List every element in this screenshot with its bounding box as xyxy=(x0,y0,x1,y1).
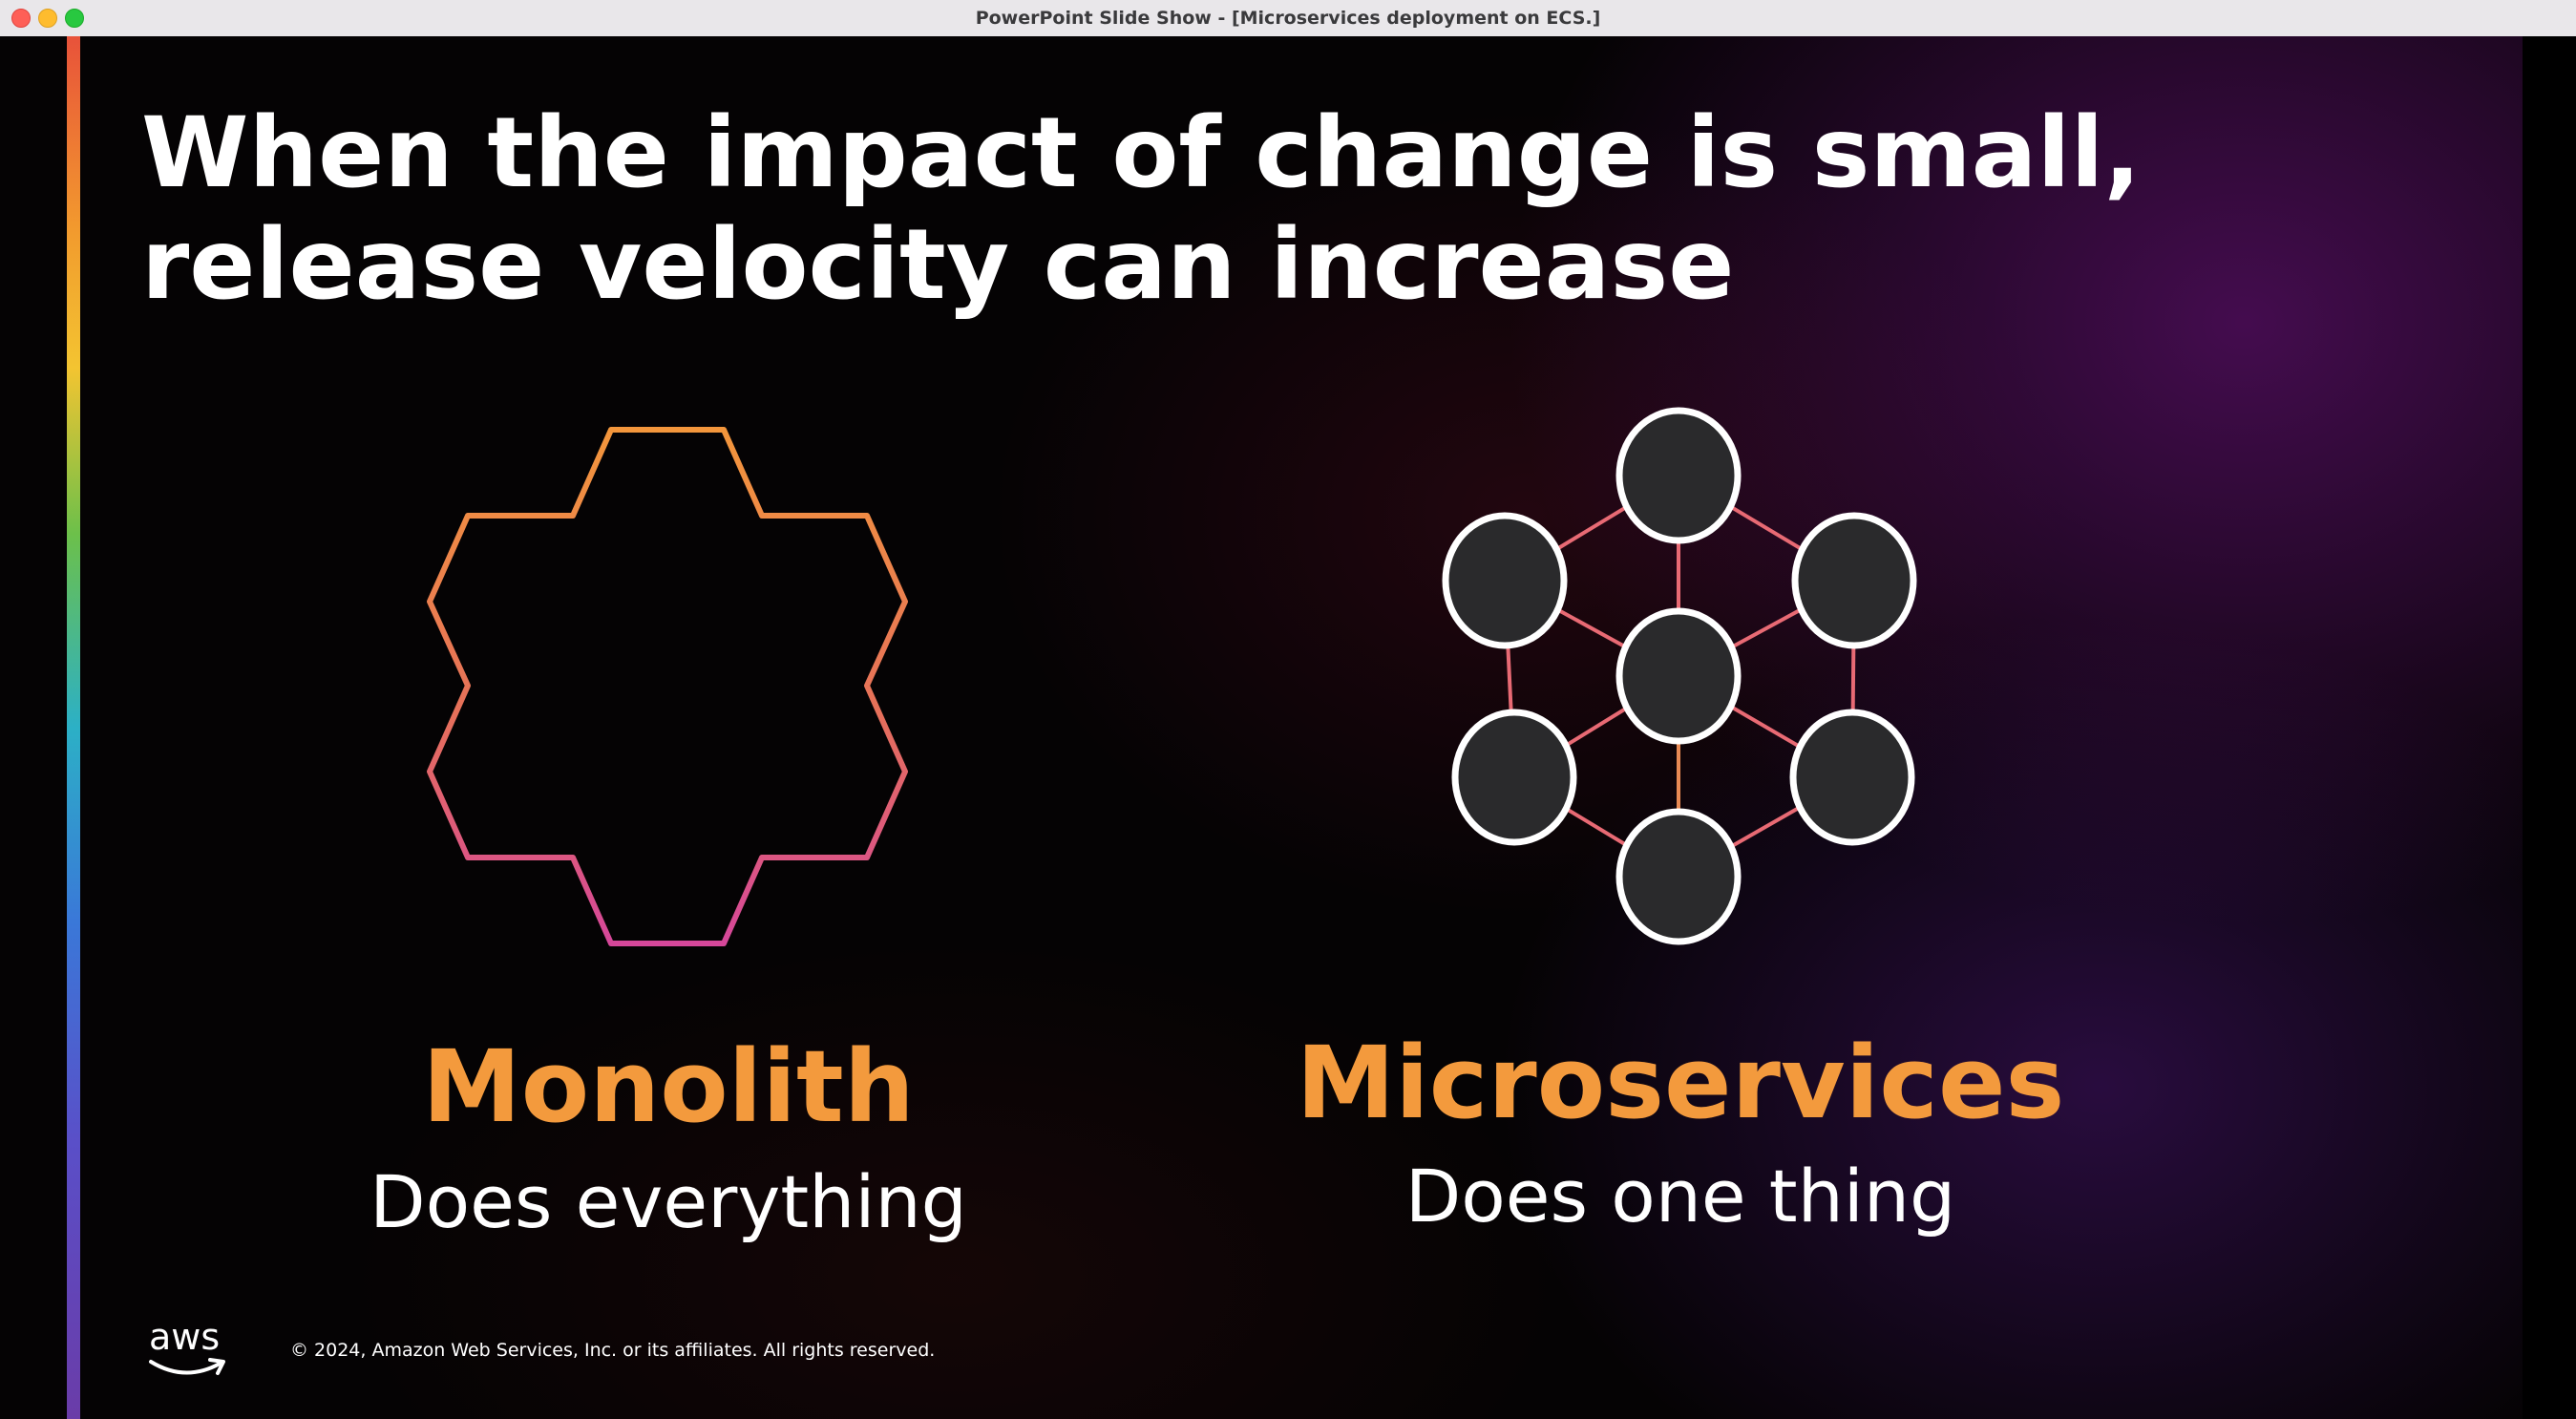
maximize-window-button[interactable] xyxy=(65,9,84,28)
copyright-notice: © 2024, Amazon Web Services, Inc. or its… xyxy=(290,1340,936,1361)
slide-headline: When the impact of change is small, rele… xyxy=(141,96,2142,322)
service-node xyxy=(1789,709,1915,846)
window-titlebar: PowerPoint Slide Show - [Microservices d… xyxy=(0,0,2576,37)
service-network-icon xyxy=(1442,407,1917,945)
service-node xyxy=(1451,709,1577,846)
monolith-title: Monolith xyxy=(422,1028,915,1145)
service-node xyxy=(1615,607,1742,745)
hexagon-cluster-outline-icon xyxy=(427,427,908,946)
aws-smile-icon xyxy=(149,1358,225,1375)
microservices-title: Microservices xyxy=(1296,1025,2065,1141)
monolith-subtitle: Does everything xyxy=(370,1159,967,1244)
service-node xyxy=(1791,512,1917,649)
close-window-button[interactable] xyxy=(11,9,31,28)
aws-logo-text: aws xyxy=(149,1316,221,1358)
window-title: PowerPoint Slide Show - [Microservices d… xyxy=(975,8,1601,29)
slide[interactable]: When the impact of change is small, rele… xyxy=(0,36,2523,1419)
aws-logo: aws xyxy=(145,1316,231,1392)
service-node xyxy=(1615,407,1742,544)
service-node xyxy=(1615,808,1742,945)
rainbow-accent-bar xyxy=(67,36,80,1419)
minimize-window-button[interactable] xyxy=(38,9,57,28)
service-node xyxy=(1442,512,1568,649)
window-right-margin xyxy=(2523,36,2576,1419)
microservices-subtitle: Does one thing xyxy=(1404,1154,1956,1239)
network-nodes xyxy=(1442,407,1917,945)
